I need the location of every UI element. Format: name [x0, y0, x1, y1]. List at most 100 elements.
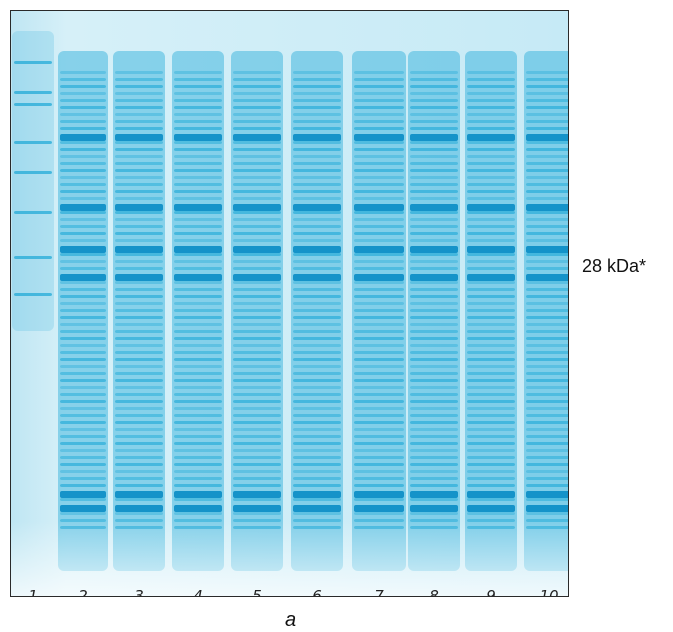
lane-6-band	[293, 155, 341, 158]
lane-7-band	[354, 393, 404, 396]
lane-2-band	[60, 190, 106, 193]
lane-1-band	[14, 171, 52, 174]
lane-5-band	[233, 337, 281, 340]
lane-5-band	[233, 442, 281, 445]
lane-6-band	[293, 197, 341, 200]
lane-9-band	[467, 211, 515, 214]
lane-9-band	[467, 253, 515, 256]
lane-10-band	[526, 491, 568, 498]
lane-8-band	[410, 197, 458, 200]
lane-10-band	[526, 197, 568, 200]
lane-3-smear	[113, 51, 165, 571]
lane-5-band	[233, 232, 281, 235]
lane-7-band	[354, 85, 404, 88]
lane-8-band	[410, 470, 458, 473]
lane-4-band	[174, 232, 222, 235]
lane-9-band	[467, 162, 515, 165]
lane-9-band	[467, 400, 515, 403]
lane-4-band	[174, 351, 222, 354]
lane-4-band	[174, 505, 222, 512]
lane-7-band	[354, 288, 404, 291]
lane-2-band	[60, 358, 106, 361]
lane-7-band	[354, 337, 404, 340]
lane-5-band	[233, 323, 281, 326]
lane-6-band	[293, 323, 341, 326]
lane-7-band	[354, 211, 404, 214]
lane-9-band	[467, 155, 515, 158]
lane-10-band	[526, 316, 568, 319]
lane-label-2: 2	[78, 587, 88, 597]
lane-10-band	[526, 372, 568, 375]
lane-9-band	[467, 470, 515, 473]
lane-1-band	[14, 91, 52, 94]
lane-6-band	[293, 204, 341, 211]
lane-7-band	[354, 449, 404, 452]
lane-8-band	[410, 155, 458, 158]
lane-4-band	[174, 498, 222, 501]
lane-4-band	[174, 393, 222, 396]
lane-4-band	[174, 239, 222, 242]
lane-9-band	[467, 232, 515, 235]
lane-3-band	[115, 295, 163, 298]
lane-9-band	[467, 134, 515, 141]
lane-6-band	[293, 470, 341, 473]
lane-6-band	[293, 484, 341, 487]
lane-3-band	[115, 239, 163, 242]
lane-5-band	[233, 295, 281, 298]
lane-9-band	[467, 407, 515, 410]
lane-4-band	[174, 386, 222, 389]
lane-4-band	[174, 316, 222, 319]
lane-8-band	[410, 78, 458, 81]
lane-7-band	[354, 113, 404, 116]
lane-8-band	[410, 344, 458, 347]
lane-5-band	[233, 435, 281, 438]
lane-2-band	[60, 344, 106, 347]
lane-5-band	[233, 211, 281, 214]
lane-2-band	[60, 92, 106, 95]
lane-9-band	[467, 176, 515, 179]
lane-3-band	[115, 505, 163, 512]
lane-7-band	[354, 148, 404, 151]
lane-2-band	[60, 365, 106, 368]
lane-4-band	[174, 211, 222, 214]
lane-10-band	[526, 127, 568, 130]
lane-2-band	[60, 330, 106, 333]
lane-4-band	[174, 134, 222, 141]
lane-2-band	[60, 323, 106, 326]
lane-2-band	[60, 309, 106, 312]
lane-7-smear	[352, 51, 406, 571]
lane-2-band	[60, 498, 106, 501]
lane-4-band	[174, 477, 222, 480]
lane-4-band	[174, 428, 222, 431]
lane-10-band	[526, 498, 568, 501]
lane-5-band	[233, 288, 281, 291]
lane-4-band	[174, 99, 222, 102]
lane-10-band	[526, 134, 568, 141]
lane-10-band	[526, 232, 568, 235]
lane-10-band	[526, 463, 568, 466]
lane-2-band	[60, 218, 106, 221]
lane-9-band	[467, 491, 515, 498]
lane-8-band	[410, 176, 458, 179]
lane-5-band	[233, 239, 281, 242]
lane-7-band	[354, 344, 404, 347]
lane-5-band	[233, 372, 281, 375]
lane-6-band	[293, 414, 341, 417]
lane-2-band	[60, 176, 106, 179]
lane-7-band	[354, 407, 404, 410]
lane-9-band	[467, 386, 515, 389]
lane-9-band	[467, 190, 515, 193]
lane-5-band	[233, 148, 281, 151]
lane-5-band	[233, 106, 281, 109]
lane-3-band	[115, 449, 163, 452]
lane-3-band	[115, 407, 163, 410]
lane-10-band	[526, 211, 568, 214]
lane-8-band	[410, 246, 458, 253]
lane-8-band	[410, 274, 458, 281]
lane-9-band	[467, 330, 515, 333]
lane-10-band	[526, 470, 568, 473]
lane-9-band	[467, 316, 515, 319]
lane-6-band	[293, 120, 341, 123]
lane-3-band	[115, 85, 163, 88]
lane-6-band	[293, 78, 341, 81]
